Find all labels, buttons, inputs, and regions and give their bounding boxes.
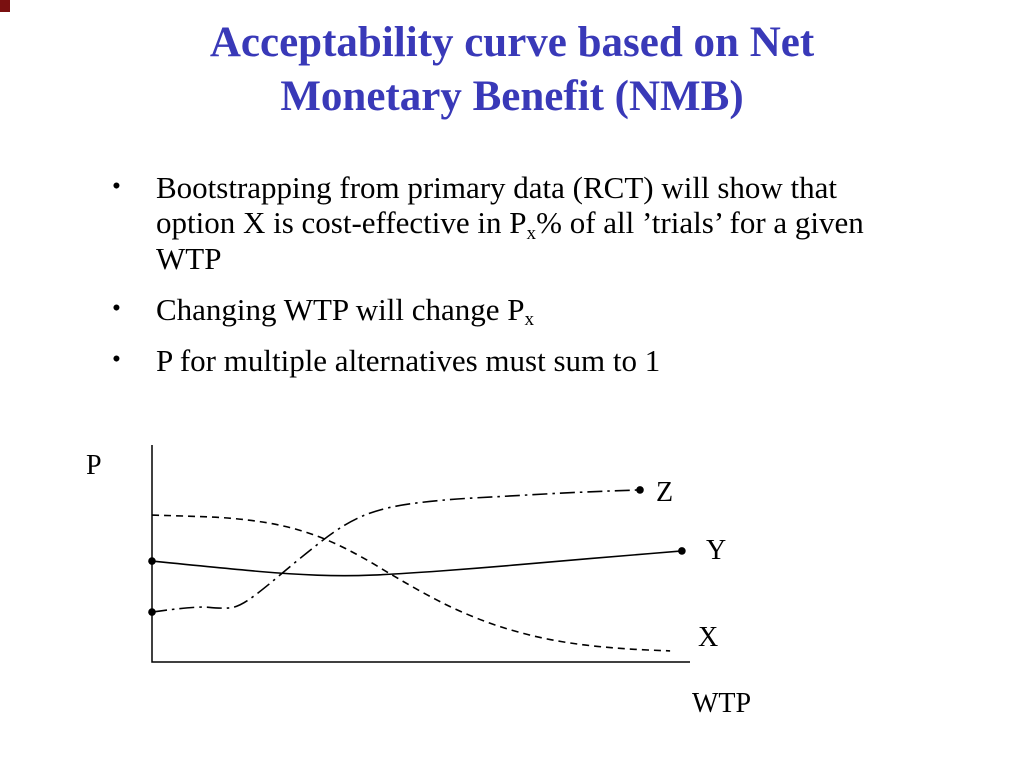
series-marker-y xyxy=(148,557,156,565)
x-axis-label: WTP xyxy=(692,688,752,719)
slide-title: Acceptability curve based on Net Monetar… xyxy=(0,16,1024,124)
bullet-marker: • xyxy=(112,293,121,322)
series-label-x: X xyxy=(698,622,719,653)
bullet-1-subscript-x: x xyxy=(526,222,537,244)
title-line-1: Acceptability curve based on Net xyxy=(209,19,815,66)
series-line-y xyxy=(151,550,682,577)
bullet-list: • Bootstrapping from primary data (RCT) … xyxy=(112,170,902,395)
bullet-marker: • xyxy=(112,172,121,200)
bullet-2-segment-1: Changing WTP will change P xyxy=(156,291,525,327)
bullet-item: • Bootstrapping from primary data (RCT) … xyxy=(112,170,902,276)
series-marker-z xyxy=(148,608,156,616)
slide-corner-mark xyxy=(0,0,10,12)
bullet-text: Changing WTP will change Px xyxy=(156,291,896,331)
bullet-item: • Changing WTP will change Px xyxy=(112,291,902,331)
bullet-1-segment-3: % of all ’trials’ for a given WTP xyxy=(156,205,864,276)
bullet-1-segment-1: Bootstrapping from primary data (RCT) wi… xyxy=(156,170,838,241)
bullet-text: P for multiple alternatives must sum to … xyxy=(156,343,896,378)
series-label-y: Y xyxy=(706,535,727,566)
series-line-x xyxy=(151,514,671,652)
series-line-z xyxy=(151,489,641,613)
bullet-text: Bootstrapping from primary data (RCT) wi… xyxy=(156,170,896,276)
bullet-3-segment-1: P for multiple alternatives must sum to … xyxy=(156,343,661,379)
title-line-2: Monetary Benefit (NMB) xyxy=(280,73,744,121)
bullet-2-subscript-x: x xyxy=(524,309,535,331)
bullet-marker: • xyxy=(112,345,121,374)
y-axis-label: P xyxy=(86,450,102,481)
series-marker-y xyxy=(678,547,686,555)
chart-axes xyxy=(151,445,690,663)
bullet-item: • P for multiple alternatives must sum t… xyxy=(112,343,902,378)
series-marker-z xyxy=(636,486,644,494)
series-label-z: Z xyxy=(656,477,674,508)
chart-svg xyxy=(148,445,690,663)
